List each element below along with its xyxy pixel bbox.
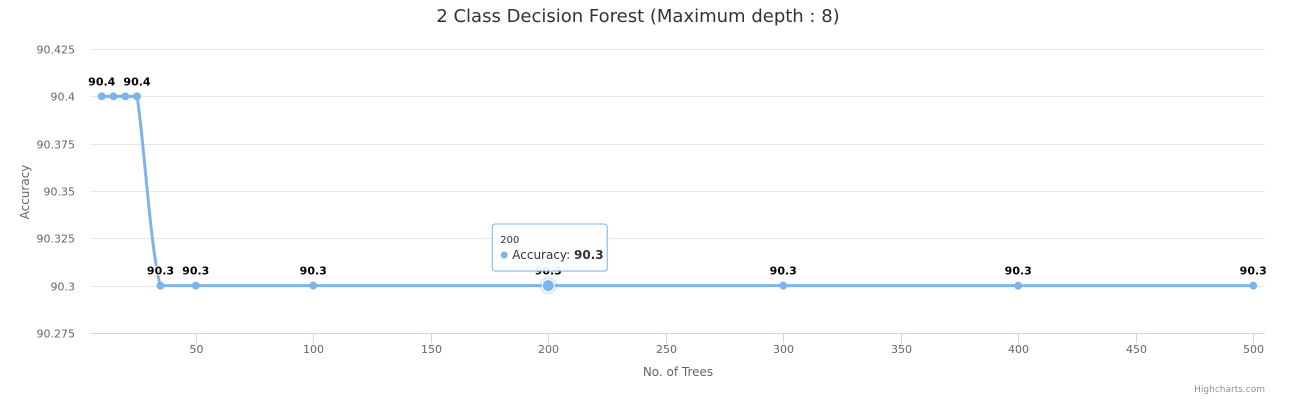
data-point[interactable]	[309, 281, 318, 290]
x-tick-label: 450	[1126, 343, 1147, 356]
x-tick-label: 400	[1008, 343, 1029, 356]
x-tick-label: 100	[303, 343, 324, 356]
grid-lines	[90, 49, 1265, 287]
data-label: 90.3	[182, 265, 209, 278]
data-point[interactable]	[109, 92, 118, 101]
data-point[interactable]	[191, 281, 200, 290]
tooltip-header: 200	[500, 235, 519, 246]
chart-title: 2 Class Decision Forest (Maximum depth :…	[436, 6, 839, 27]
data-label: 90.3	[147, 265, 174, 278]
y-tick-label: 90.4	[51, 91, 76, 104]
data-point[interactable]	[1014, 281, 1023, 290]
tooltip-series-marker	[500, 251, 508, 259]
x-tick-label: 250	[656, 343, 677, 356]
y-axis-tick-labels: 90.275 90.3 90.325 90.35 90.375 90.4 90.425	[37, 44, 76, 341]
y-tick-label: 90.325	[37, 233, 76, 246]
tooltip-value: 90.3	[574, 248, 604, 262]
credits-link[interactable]: Highcharts.com	[1194, 385, 1265, 395]
y-tick-label: 90.275	[37, 328, 76, 341]
data-label: 90.3	[1005, 265, 1032, 278]
x-tick-label: 300	[773, 343, 794, 356]
x-tick-label: 150	[421, 343, 442, 356]
y-tick-label: 90.425	[37, 44, 76, 57]
x-axis-title: No. of Trees	[643, 365, 713, 379]
tooltip-box	[491, 223, 608, 272]
data-label: 90.4	[123, 75, 150, 88]
tooltip-series-name: Accuracy: 90.3	[512, 248, 603, 262]
series-accuracy[interactable]	[97, 92, 1258, 295]
x-axis-tick-labels: 50 100 150 200 250 300 350 400 450 500	[190, 343, 1265, 356]
data-point[interactable]	[97, 92, 106, 101]
y-axis-title: Accuracy	[18, 165, 32, 220]
y-tick-label: 90.375	[37, 139, 76, 152]
x-axis	[90, 333, 1265, 343]
data-labels: 90.4 90.4 90.3 90.3 90.3 90.3 90.3 90.3 90.3	[87, 74, 1268, 278]
data-point[interactable]	[779, 281, 788, 290]
data-point[interactable]	[1249, 281, 1258, 290]
data-point[interactable]	[156, 281, 165, 290]
x-tick-label: 50	[190, 343, 204, 356]
x-tick-label: 200	[538, 343, 559, 356]
data-label: 90.4	[88, 75, 115, 88]
data-label: 90.3	[300, 265, 327, 278]
x-tick-label: 350	[891, 343, 912, 356]
data-point[interactable]	[121, 92, 130, 101]
data-point[interactable]	[133, 92, 141, 101]
x-tick-label: 500	[1243, 343, 1264, 356]
data-point[interactable]	[541, 279, 555, 293]
data-label: 90.3	[770, 265, 797, 278]
y-tick-label: 90.3	[51, 281, 76, 294]
data-label: 90.3	[1240, 265, 1267, 278]
tooltip: 200 Accuracy: 90.3	[491, 223, 609, 272]
y-tick-label: 90.35	[44, 186, 76, 199]
